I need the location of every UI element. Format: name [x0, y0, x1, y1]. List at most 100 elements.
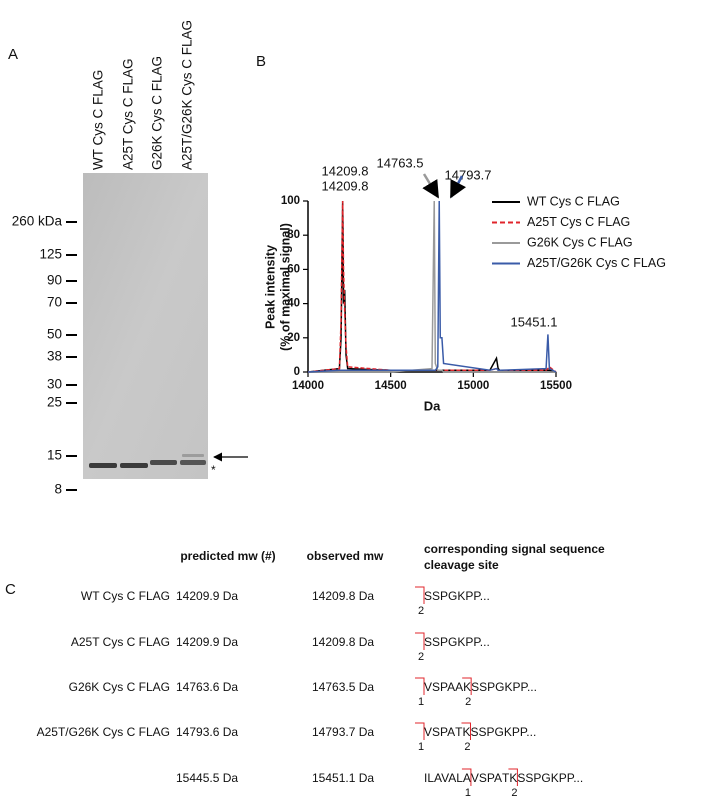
column-header: cleavage site: [424, 558, 499, 572]
marker-label: 70: [47, 295, 62, 310]
marker-label: 15: [47, 448, 62, 463]
legend-label: WT Cys C FLAG: [527, 194, 620, 208]
cleavage-site: 1: [418, 741, 424, 753]
y-tick-label: 40: [287, 298, 300, 310]
observed-mw: 14209.8 Da: [312, 589, 374, 603]
gel-band: [150, 460, 177, 465]
gel-band: [182, 454, 204, 457]
gel-image: [83, 173, 208, 479]
y-tick-label: 100: [281, 195, 300, 207]
panel-label: B: [256, 53, 266, 70]
annotation: 14209.8: [322, 178, 369, 193]
marker-label: 260 kDa: [12, 214, 63, 229]
sequence-text: ILAVALA: [424, 771, 471, 785]
y-tick-label: 20: [287, 332, 300, 344]
sequence-text: VSPA: [471, 771, 502, 785]
sequence-text: T: [502, 771, 510, 785]
marker-label: 90: [47, 273, 62, 288]
cleavage-site: 2: [464, 741, 470, 753]
cleavage-bracket: [415, 722, 425, 740]
cleavage-bracket: [461, 768, 472, 786]
observed-mw: 14209.8 Da: [312, 635, 374, 649]
gel-band: [180, 460, 206, 465]
y-tick-label: 60: [287, 263, 300, 275]
observed-mw: 15451.1 Da: [312, 771, 374, 785]
marker-label: 25: [47, 395, 62, 410]
lane-label: WT Cys C FLAG: [91, 70, 106, 170]
legend-label: G26K Cys C FLAG: [527, 235, 633, 249]
sequence-text: SSPGKPP...: [517, 771, 583, 785]
column-header: observed mw: [307, 549, 384, 563]
x-tick-label: 14500: [375, 380, 407, 392]
sequence-text: SSPGKPP...: [424, 635, 490, 649]
row-name: A25T/G26K Cys C FLAG: [37, 725, 170, 739]
lane-label: A25T/G26K Cys C FLAG: [180, 20, 195, 170]
predicted-mw: 14209.9 Da: [176, 589, 238, 603]
sequence-text: SSPGKPP...: [424, 589, 490, 603]
predicted-mw: 14209.9 Da: [176, 635, 238, 649]
sequence-text: VSPA: [424, 680, 455, 694]
cleavage-site: 2: [465, 696, 471, 708]
predicted-mw: 14763.6 Da: [176, 680, 238, 694]
sequence-text: K: [463, 680, 471, 694]
gel-band: [120, 463, 148, 468]
row-name: G26K Cys C FLAG: [69, 680, 170, 694]
predicted-mw: 14793.6 Da: [176, 725, 238, 739]
sequence-text: T: [455, 725, 463, 739]
annotation: 14763.5: [377, 155, 424, 170]
cleavage-bracket: [415, 677, 425, 695]
cleavage-bracket: [415, 632, 425, 650]
series-line: [307, 200, 557, 373]
gel-band: [89, 463, 117, 468]
row-name: WT Cys C FLAG: [81, 589, 170, 603]
y-axis-label: Peak intensity: [263, 245, 277, 329]
sequence-text: SSPGKPP...: [470, 725, 536, 739]
y-axis-label: (% of maximal signal): [278, 223, 292, 351]
panel-label: C: [5, 581, 16, 598]
marker-label: 8: [54, 482, 62, 497]
annotation-arrow: [422, 173, 440, 199]
cleavage-site: 2: [418, 651, 424, 663]
cleavage-site: 1: [465, 787, 471, 799]
legend-label: A25T Cys C FLAG: [527, 215, 630, 229]
legend-label: A25T/G26K Cys C FLAG: [527, 256, 666, 270]
cleavage-site: 1: [418, 696, 424, 708]
annotation: 15451.1: [511, 314, 558, 329]
column-header: predicted mw (#): [180, 549, 275, 563]
gel: [83, 173, 248, 479]
x-tick-label: 15500: [540, 380, 572, 392]
asterisk: *: [211, 463, 216, 477]
panel-label: A: [8, 46, 18, 63]
y-tick-label: 0: [294, 366, 300, 378]
chart: 0 20 40 60 80 100 14000 14500 15000 15500 Da Peak i…: [263, 155, 666, 413]
series-line: [308, 200, 556, 373]
column-header: corresponding signal sequence: [424, 542, 605, 556]
annotation: 14793.7: [445, 167, 492, 182]
cleavage-bracket: [461, 722, 471, 740]
lane-label: A25T Cys C FLAG: [121, 58, 136, 170]
cleavage-site: 2: [511, 787, 517, 799]
cleavage-bracket: [508, 768, 518, 786]
sequence-text: SSPGKPP...: [471, 680, 537, 694]
cleavage-bracket: [462, 677, 472, 695]
observed-mw: 14763.5 Da: [312, 680, 374, 694]
cleavage-bracket: [415, 586, 425, 604]
marker-label: 38: [47, 349, 62, 364]
predicted-mw: 15445.5 Da: [176, 771, 238, 785]
y-tick-label: 80: [287, 229, 300, 241]
sequence-text: VSPA: [424, 725, 455, 739]
annotation-arrow: [449, 175, 467, 199]
x-tick-label: 15000: [457, 380, 489, 392]
x-axis-label: Da: [424, 398, 441, 413]
marker-label: 125: [39, 247, 62, 262]
annotation: 14209.8: [322, 163, 369, 178]
marker-label: 50: [47, 327, 62, 342]
sequence-text: A: [455, 680, 463, 694]
table: predicted mw (#) observed mw corresponding…: [37, 542, 605, 799]
lane-label: G26K Cys C FLAG: [150, 56, 165, 170]
observed-mw: 14793.7 Da: [312, 725, 374, 739]
row-name: A25T Cys C FLAG: [71, 635, 170, 649]
marker-label: 30: [47, 377, 62, 392]
x-tick-label: 14000: [292, 380, 324, 392]
